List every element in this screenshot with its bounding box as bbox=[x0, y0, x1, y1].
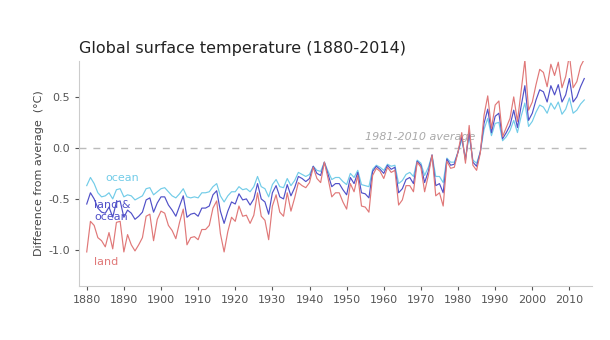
Text: 1981-2010 average: 1981-2010 average bbox=[365, 132, 476, 142]
Y-axis label: Difference from average  (°C): Difference from average (°C) bbox=[35, 90, 45, 256]
Text: land &
ocean: land & ocean bbox=[94, 200, 131, 222]
Text: land: land bbox=[94, 257, 118, 267]
Text: Global surface temperature (1880-2014): Global surface temperature (1880-2014) bbox=[79, 41, 406, 56]
Text: ocean: ocean bbox=[106, 173, 139, 184]
